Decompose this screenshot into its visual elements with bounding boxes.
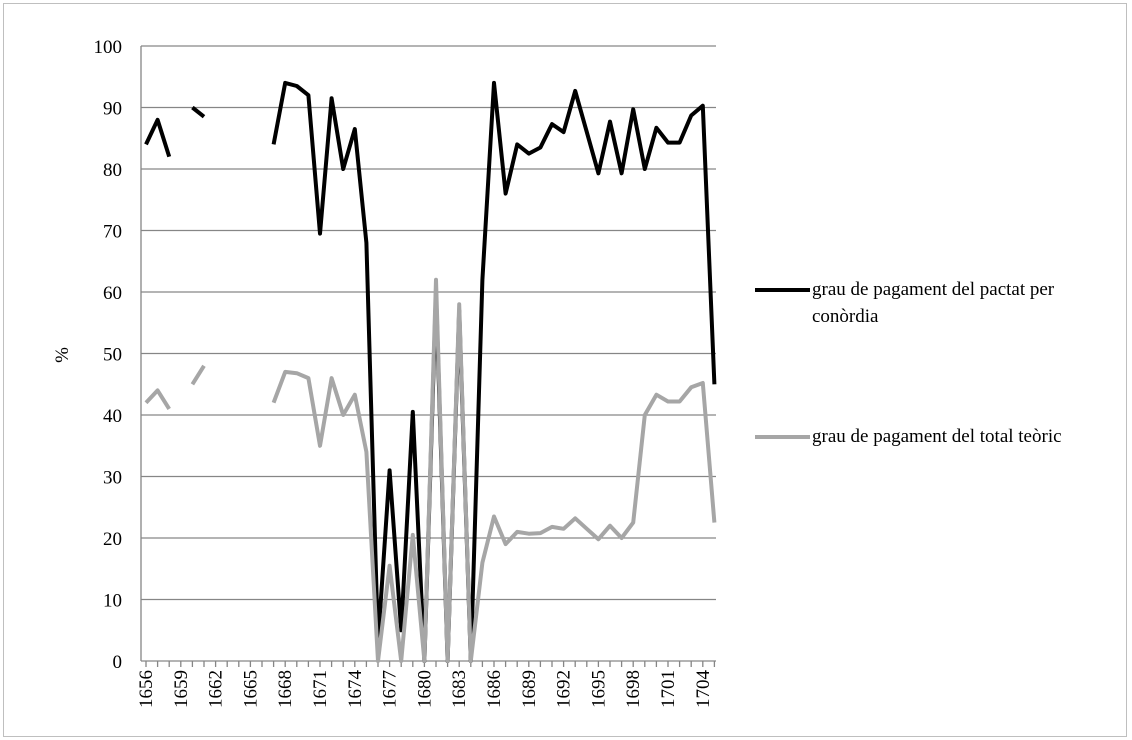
y-tick-label: 20 [103,529,122,550]
y-tick-label: 0 [113,652,123,673]
legend-label: grau de pagament del total teòric [812,426,1062,447]
y-tick-label: 70 [103,222,122,243]
x-tick-label: 1671 [310,670,331,708]
x-tick-label: 1668 [275,670,296,708]
x-tick-label: 1677 [380,670,401,708]
y-tick-label: 50 [103,345,122,366]
y-tick-label: 10 [103,591,122,612]
x-tick-label: 1665 [240,670,261,708]
x-tick-label: 1692 [554,670,575,708]
y-tick-label: 30 [103,468,122,489]
x-tick-label: 1698 [623,670,644,708]
x-tick-label: 1674 [345,670,366,709]
x-tick-label: 1683 [449,670,470,708]
chart-frame [3,3,1127,737]
x-tick-label: 1659 [171,670,192,708]
x-tick-label: 1680 [414,670,435,708]
y-tick-label: 80 [103,160,122,181]
x-tick-label: 1695 [588,670,609,708]
x-tick-label: 1686 [484,670,505,708]
y-tick-label: 100 [94,37,123,58]
x-tick-label: 1662 [206,670,227,708]
x-tick-label: 1701 [658,670,679,708]
legend-label: grau de pagament del pactat per conòrdia [812,279,1055,327]
x-tick-label: 1704 [693,670,714,709]
series-line [144,277,717,663]
x-tick-label: 1689 [519,670,540,708]
y-tick-label: 90 [103,99,122,120]
y-axis-label: % [52,347,73,363]
y-tick-label: 40 [103,406,122,427]
series-line [144,80,717,663]
y-tick-label: 60 [103,283,122,304]
x-tick-label: 1656 [136,670,157,708]
